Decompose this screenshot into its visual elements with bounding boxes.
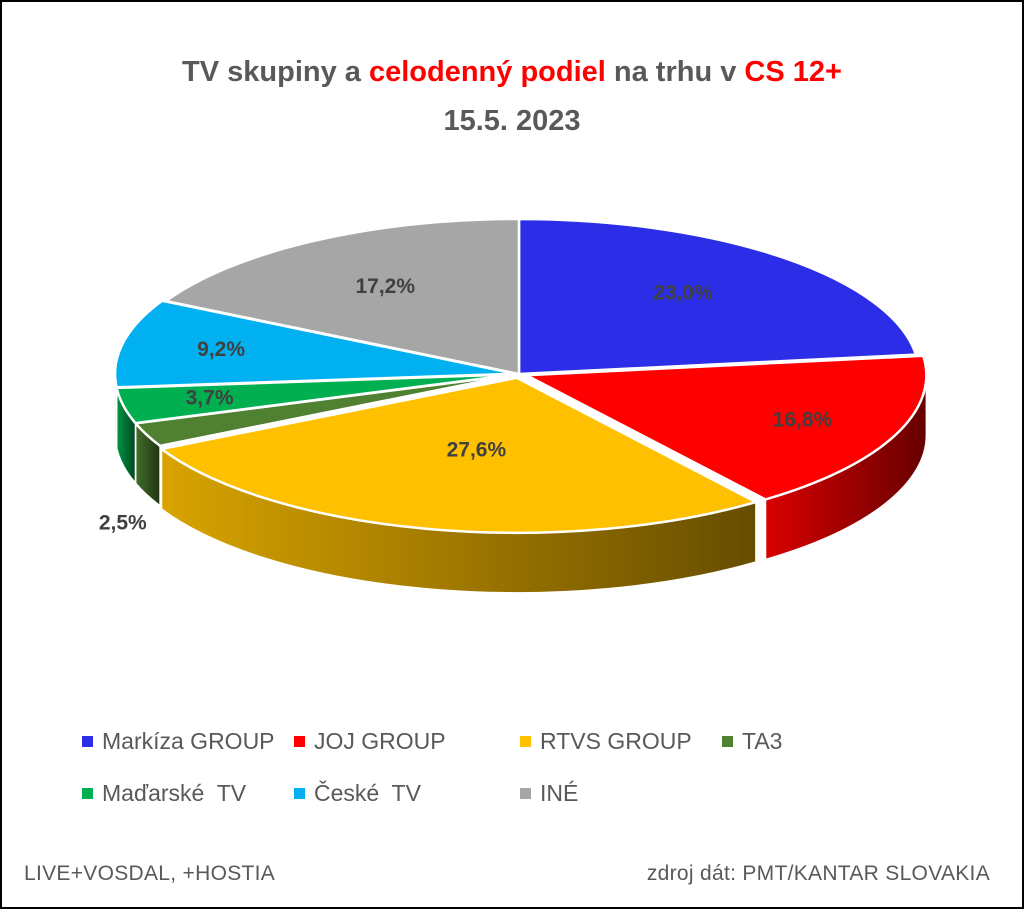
chart-legend: Markíza GROUP JOJ GROUP RTVS GROUP TA3 Maďar… <box>72 728 972 818</box>
legend-swatch <box>722 736 733 747</box>
legend-item-rtvs-group: RTVS GROUP <box>520 728 692 755</box>
legend-item-markiza-group: Markíza GROUP <box>82 728 275 755</box>
slice-ceske-tv <box>113 299 517 389</box>
legend-swatch <box>82 788 93 799</box>
data-label-madarske-tv: 3,7% <box>186 386 234 409</box>
data-label-rtvs-group: 27,6% <box>447 438 507 461</box>
chart-subtitle-date: 15.5. 2023 <box>443 105 581 137</box>
pie-top-faces <box>113 217 928 534</box>
legend-label: České TV <box>314 780 421 806</box>
legend-label: INÉ <box>540 780 579 806</box>
slice-joj-group <box>525 354 928 501</box>
slice-rtvs-group <box>160 376 758 534</box>
data-label-ceske-tv: 9,2% <box>197 338 245 361</box>
legend-item-madarske-tv: Maďarské TV <box>82 780 246 807</box>
footer-methodology: LIVE+VOSDAL, +HOSTIA <box>24 862 276 885</box>
data-label-markiza-group: 23,0% <box>653 281 713 304</box>
legend-item-joj-group: JOJ GROUP <box>294 728 446 755</box>
legend-swatch <box>82 736 93 747</box>
chart-title: TV skupiny a celodenný podiel na trhu v … <box>2 52 1022 92</box>
title-highlight-share: celodenný podiel <box>368 56 606 88</box>
legend-item-ceske-tv: České TV <box>294 780 421 807</box>
legend-label: Maďarské TV <box>102 780 247 806</box>
title-highlight-target: CS 12+ <box>744 56 842 88</box>
legend-swatch <box>520 788 531 799</box>
legend-label: RTVS GROUP <box>540 728 692 754</box>
legend-swatch <box>294 788 305 799</box>
title-part-3: na trhu v <box>605 56 745 88</box>
pie-side-walls <box>114 373 928 594</box>
legend-label: TA3 <box>742 728 783 754</box>
data-label-ta3: 2,5% <box>99 511 147 534</box>
pie-data-labels: 23,0% 16,8% 27,6% 2,5% 3,7% 9,2% 17,2% <box>99 275 833 534</box>
data-label-joj-group: 16,8% <box>773 408 833 431</box>
slice-markiza-group <box>517 217 918 376</box>
legend-item-ta3: TA3 <box>722 728 782 755</box>
legend-label: Markíza GROUP <box>102 728 275 754</box>
legend-label: JOJ GROUP <box>314 728 446 754</box>
data-label-ine: 17,2% <box>355 275 415 298</box>
legend-swatch <box>520 736 531 747</box>
legend-item-ine: INÉ <box>520 780 578 807</box>
footer-source: zdroj dát: PMT/KANTAR SLOVAKIA <box>646 862 990 885</box>
slice-ine <box>164 217 521 376</box>
title-part-1: TV skupiny a <box>182 56 369 88</box>
legend-swatch <box>294 736 305 747</box>
